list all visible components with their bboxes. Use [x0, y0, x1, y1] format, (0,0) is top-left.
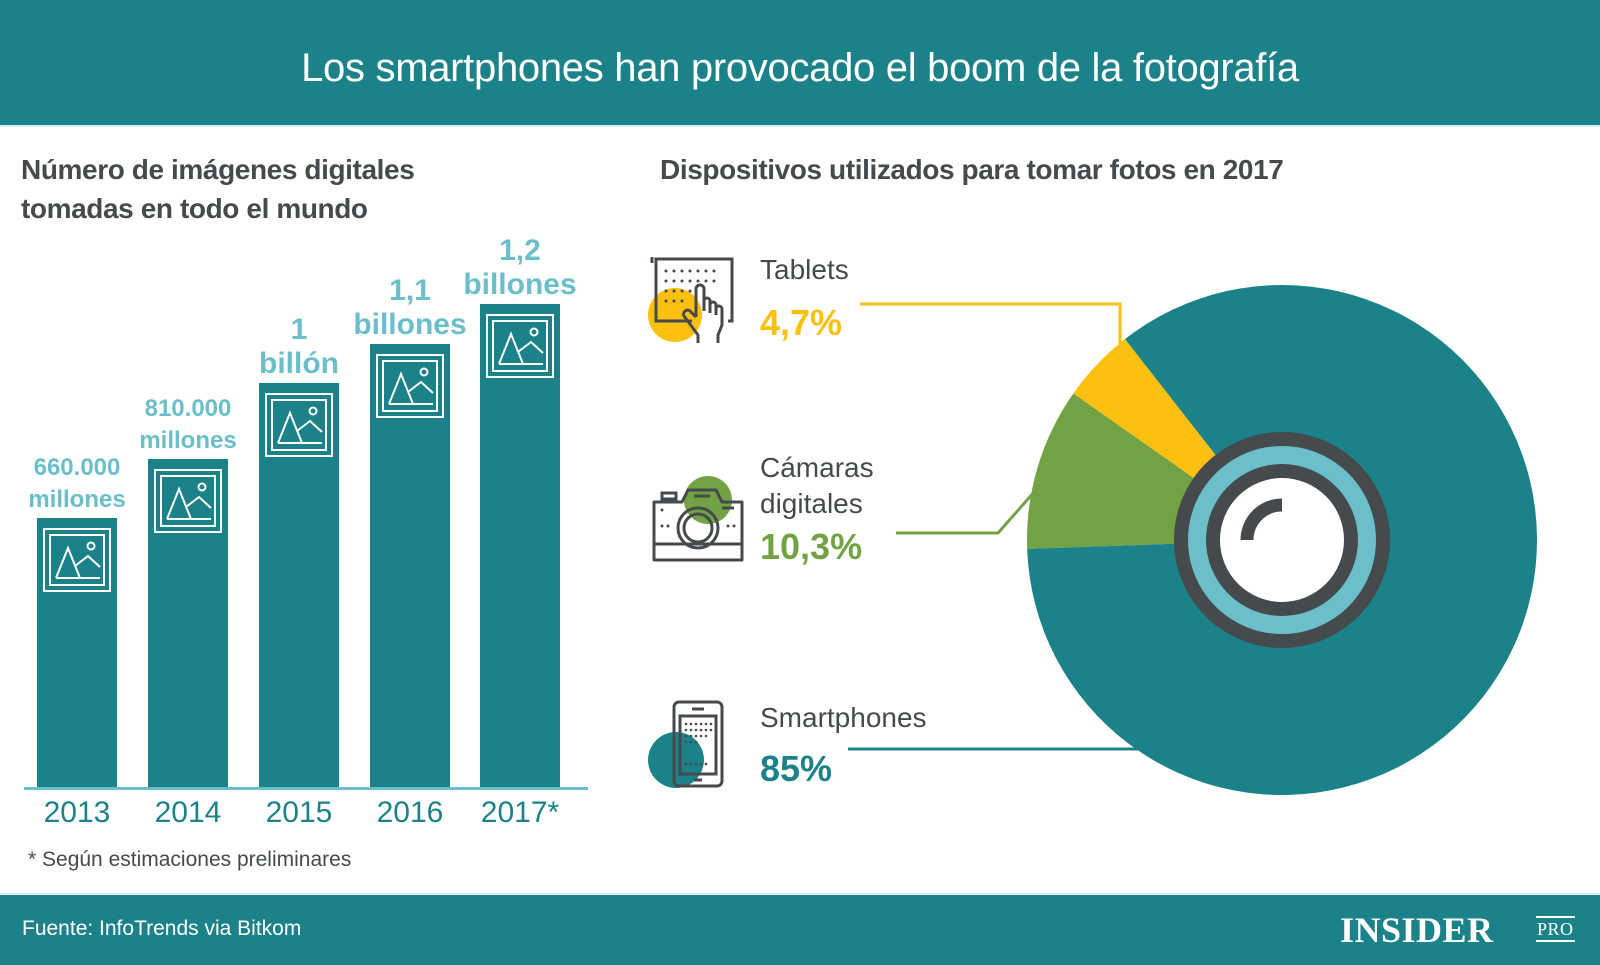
image-icon: [43, 528, 111, 592]
bar-value-line1: 1,2: [499, 234, 541, 267]
bar-value-line2: millones: [139, 426, 237, 454]
legend-cameras-name-line1: Cámaras: [760, 452, 874, 483]
bar-chart-title-line1: Número de imágenes digitales: [21, 154, 415, 185]
x-tick-label: 2016: [376, 796, 444, 829]
legend-cameras-name: Cámaras digitales: [760, 450, 874, 522]
source-text: Fuente: InfoTrends via Bitkom: [22, 917, 302, 940]
bar-value-line2: millones: [28, 486, 126, 513]
bar-value-label: 1,2 billones: [445, 234, 595, 302]
bar-2013: [37, 518, 117, 787]
x-axis-line: [24, 787, 588, 790]
image-icon: [486, 314, 554, 378]
lens-glint-icon: [1240, 498, 1283, 541]
bar-value-label: 1,1 billones: [335, 274, 485, 342]
legend-cameras-pct: 10,3%: [760, 526, 863, 567]
page-title: Los smartphones han provocado el boom de…: [301, 46, 1299, 90]
bar-2014: [148, 458, 228, 787]
legend-tablets-name: Tablets: [760, 254, 849, 285]
header-banner: Los smartphones han provocado el boom de…: [0, 0, 1600, 127]
camera-icon: [652, 476, 744, 569]
leader-line-tablets: [860, 302, 1122, 365]
pie-chart-title: Dispositivos utilizados para tomar fotos…: [660, 154, 1284, 185]
smartphone-icon: [648, 700, 728, 795]
bar-value-line1: 810.000: [144, 394, 232, 422]
legend-tablets-pct: 4,7%: [760, 302, 843, 343]
bar-value-label: 1 billón: [224, 313, 374, 381]
image-icon: [265, 393, 333, 458]
footnote: * Según estimaciones preliminares: [28, 848, 352, 871]
leader-line-cameras: [896, 464, 1060, 535]
image-icon: [376, 353, 444, 418]
x-tick-label: 2014: [154, 796, 222, 829]
bar-value-line1: 1: [290, 313, 308, 347]
bar-value-line2: billones: [463, 268, 577, 301]
bar-2016: [370, 343, 450, 787]
logo-main: INSIDER: [1340, 910, 1494, 950]
footer-banner: Fuente: InfoTrends via Bitkom INSIDER PR…: [0, 893, 1600, 965]
x-tick-label: 2017*: [480, 796, 560, 829]
insider-pro-logo: INSIDER PRO: [1340, 909, 1575, 951]
tablet-touch-icon: [648, 255, 734, 352]
bar-value-line1: 1,1: [389, 273, 431, 307]
x-tick-label: 2013: [43, 796, 111, 829]
bar-value-label: 660.000 millones: [2, 452, 152, 516]
bar-value-line2: billón: [259, 347, 339, 381]
bar-value-line1: 660.000: [33, 454, 121, 481]
image-icon: [154, 468, 222, 533]
legend-cameras-name-line2: digitales: [760, 488, 863, 519]
bar-value-line2: billones: [353, 307, 467, 341]
x-tick-label: 2015: [265, 796, 333, 829]
legend-smartphones-pct: 85%: [760, 748, 833, 789]
bar-2015: [259, 383, 339, 787]
lens-center: [1220, 478, 1344, 602]
bar-chart-title-line2: tomadas en todo el mundo: [21, 193, 368, 224]
bar-chart-title: Número de imágenes digitales tomadas en …: [21, 150, 581, 228]
legend-smartphones-name: Smartphones: [760, 702, 927, 733]
bar-value-label: 810.000 millones: [113, 393, 263, 457]
bar-2017: [480, 304, 560, 787]
logo-sub: PRO: [1536, 916, 1575, 942]
